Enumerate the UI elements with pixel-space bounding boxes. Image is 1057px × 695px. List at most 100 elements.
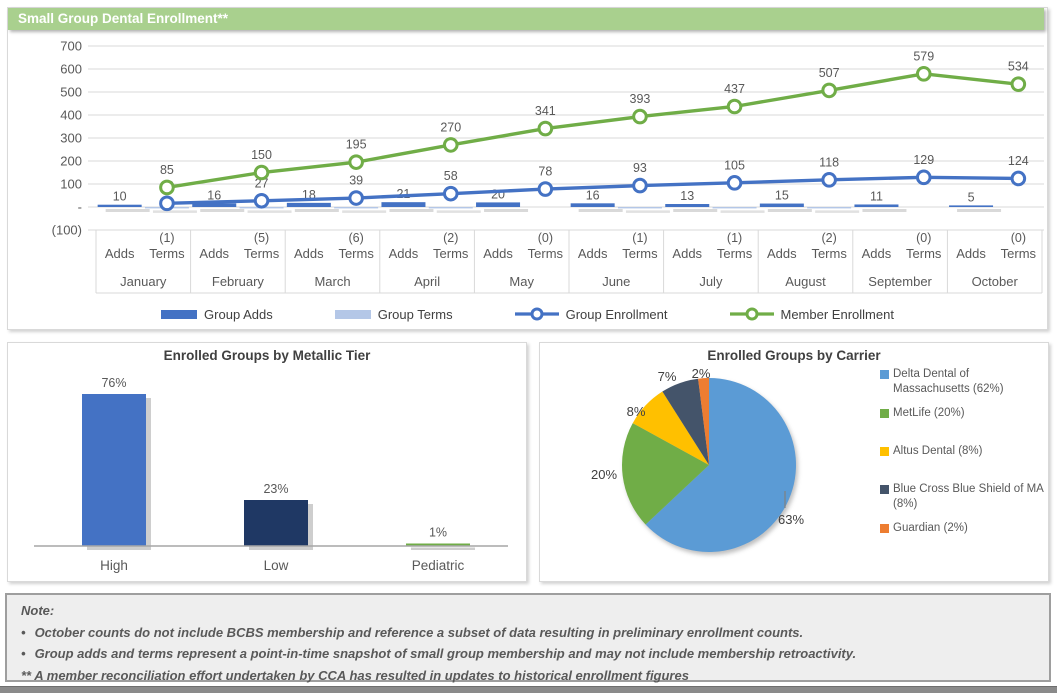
member-enrollment-line[interactable] [165,72,1021,190]
member-enrollment-marker[interactable] [821,82,837,99]
month-label: May [509,274,534,289]
group-enrollment-marker[interactable] [632,177,648,194]
panel-header: Small Group Dental Enrollment** [8,8,1044,30]
note-list: October counts do not include BCBS membe… [21,622,1035,665]
terms-value-label: (1) [632,231,647,245]
group-enrollment-marker[interactable] [348,190,364,206]
month-label: October [972,274,1019,289]
bar-shadow [862,209,907,212]
sub-category-label: Adds [956,246,986,261]
member-enrollment-marker[interactable] [348,154,364,170]
member-enrollment-marker[interactable] [442,137,459,153]
group-adds-bar[interactable] [192,203,237,207]
member-enrollment-value-label: 437 [724,82,745,96]
sub-category-label: Adds [767,246,797,261]
group-enrollment-value-label: 27 [255,176,269,190]
y-axis-tick: 400 [60,108,82,123]
carrier-legend-label: Delta Dental of Massachusetts (62%) [893,368,1004,395]
sub-category-label: Terms [244,246,280,261]
group-enrollment-value-label: 58 [444,169,458,183]
enrollment-panel: Small Group Dental Enrollment** 700 600 50… [7,7,1048,330]
member-enrollment-marker[interactable] [159,179,175,196]
group-adds-bar[interactable] [286,202,331,207]
legend-bar-swatch [161,309,198,319]
group-enrollment-marker[interactable] [537,181,554,197]
member-enrollment-marker[interactable] [253,164,270,181]
bottom-divider-bar [0,686,1057,693]
carrier-legend: Delta Dental of Massachusetts (62%) MetLi… [880,367,1045,546]
group-adds-bar[interactable] [759,203,804,207]
adds-value-label: 16 [586,188,600,202]
group-terms-bar[interactable] [617,207,662,209]
member-enrollment-marker[interactable] [915,66,932,82]
group-enrollment-marker[interactable] [159,195,175,212]
pie-slices [621,378,796,552]
pie-slice-20%[interactable] [621,423,709,525]
group-adds-bar[interactable] [381,202,426,207]
group-enrollment-line[interactable] [165,175,1021,206]
month-label: July [699,274,723,289]
y-axis-tick: 100 [60,177,82,192]
group-enrollment-marker[interactable] [1010,170,1027,187]
pie-slice-8%[interactable] [632,391,709,465]
member-enrollment-marker[interactable] [537,120,554,137]
legend-item-member-enrollment[interactable]: Member Enrollment [729,307,894,322]
legend-item-group-enrollment[interactable]: Group Enrollment [514,306,668,322]
group-adds-bar[interactable] [97,204,142,207]
group-enrollment-marker[interactable] [442,185,459,202]
group-adds-bar[interactable] [665,204,710,207]
group-enrollment-marker[interactable] [726,175,743,191]
group-enrollment-value-label: 105 [724,158,745,172]
member-enrollment-marker[interactable] [632,108,648,125]
legend-item-group-adds[interactable]: Group Adds [161,307,273,322]
legend-item-group-terms[interactable]: Group Terms [334,307,453,322]
bar-shadow [389,209,434,212]
pie-slice-7%[interactable] [662,378,709,465]
month-label: January [120,274,167,289]
adds-value-label: 15 [775,189,789,203]
group-adds-bar[interactable] [570,203,615,207]
group-enrollment-value-label: 124 [1008,154,1029,168]
pie-slice-63%[interactable] [645,378,796,552]
legend-bar-swatch [334,309,371,319]
sub-category-label: Adds [294,246,324,261]
group-terms-bar[interactable] [712,207,757,209]
sub-category-label: Adds [672,246,702,261]
sub-category-label: Terms [811,246,847,261]
legend-line-swatch [729,307,774,321]
member-enrollment-marker[interactable] [1010,76,1027,92]
carrier-legend-item[interactable]: Blue Cross Blue Shield of MA (8%) [880,482,1045,511]
carrier-legend-item[interactable]: Guardian (2%) [880,521,1045,536]
adds-value-label: 10 [113,190,127,204]
group-adds-bar[interactable] [476,202,521,207]
terms-value-label: (2) [443,231,458,245]
group-adds-bar[interactable] [854,204,899,207]
group-adds-bar[interactable] [949,205,994,207]
note-footnote: ** A member reconciliation effort undert… [21,667,689,683]
group-terms-bar[interactable] [807,207,852,209]
sub-category-label: Terms [528,246,564,261]
legend-label: Group Enrollment [565,306,668,322]
group-terms-bar[interactable] [428,207,473,209]
enrollment-combo-chart: 700600500400300200100-(100)10(1)16(5)18(… [52,39,1044,294]
carrier-legend-item[interactable]: Altus Dental (8%) [880,444,1045,459]
member-enrollment-marker[interactable] [726,98,743,115]
group-enrollment-marker[interactable] [253,192,270,209]
tier-bar-high[interactable] [82,394,146,546]
bar-shadow [767,209,812,212]
legend-color-swatch [880,409,889,419]
group-enrollment-marker[interactable] [821,172,837,188]
terms-value-label: (5) [254,231,269,245]
group-enrollment-marker[interactable] [915,169,932,186]
carrier-legend-item[interactable]: Delta Dental of Massachusetts (62%) [880,367,1045,396]
y-axis-tick: 600 [60,62,82,77]
pie-slice-2%[interactable] [698,378,709,465]
tier-bar-low[interactable] [244,500,308,546]
terms-value-label: (6) [349,231,364,245]
group-enrollment-value-label: 129 [913,153,934,167]
carrier-legend-item[interactable]: MetLife (20%) [880,406,1045,421]
month-label: April [414,274,440,289]
tier-bar-pediatric[interactable] [406,543,470,547]
group-terms-bar[interactable] [334,207,379,209]
bar-shadow [815,210,860,213]
